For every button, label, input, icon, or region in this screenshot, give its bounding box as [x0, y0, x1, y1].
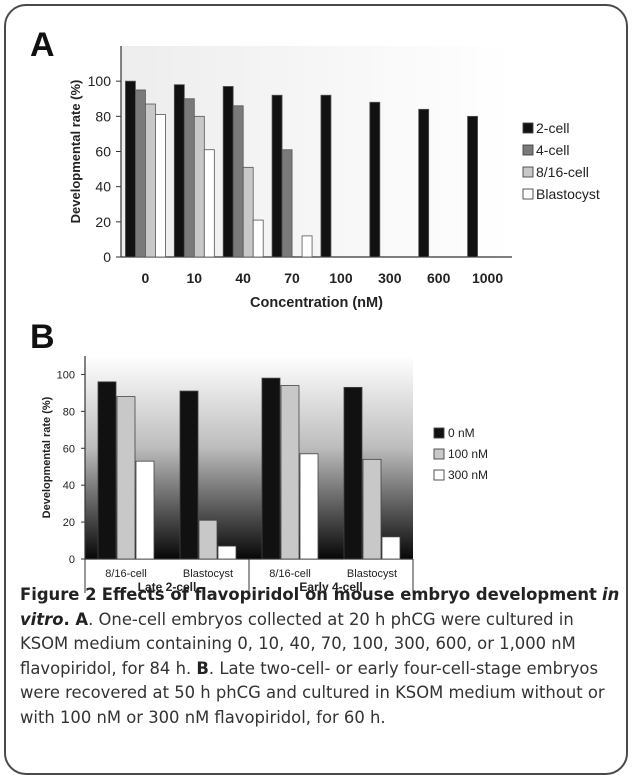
- legend-label-a: Blastocyst: [536, 186, 600, 202]
- legend-label-b: 0 nM: [448, 426, 475, 440]
- legend-swatch-a: [522, 122, 534, 134]
- y-tick-label-b: 80: [63, 406, 75, 418]
- bar-a-2-cell-600: [418, 108, 430, 258]
- bar-a-8-16-cell-40: [242, 166, 254, 258]
- bar-a-2-cell-300: [369, 101, 381, 258]
- x-tick-label-a: 40: [235, 270, 251, 286]
- y-tick-label-a: 80: [95, 108, 111, 124]
- bar-b-300-nm-2: [299, 453, 319, 560]
- y-tick-label-a: 40: [95, 179, 111, 195]
- y-tick-label-b: 100: [57, 369, 75, 381]
- legend-label-a: 4-cell: [536, 142, 569, 158]
- y-tick-label-a: 0: [103, 249, 111, 265]
- legend-swatch-a: [522, 166, 534, 178]
- y-axis-title-a: Developmental rate (%): [68, 80, 83, 224]
- bar-b-300-nm-1: [217, 545, 237, 560]
- y-tick-label-b: 20: [63, 517, 75, 529]
- x-tick-label-b: Blastocyst: [347, 568, 397, 580]
- legend-swatch-b: [433, 448, 445, 460]
- bar-a-blastocyst-70: [301, 235, 313, 258]
- bar-b-0-nm-2: [261, 377, 281, 560]
- legend-label-b: 300 nM: [448, 468, 488, 482]
- bar-b-100-nm-2: [280, 385, 300, 560]
- x-tick-label-a: 0: [142, 270, 150, 286]
- y-tick-label-a: 60: [95, 144, 111, 160]
- x-tick-label-b: 8/16-cell: [105, 568, 147, 580]
- y-tick-label-b: 60: [63, 443, 75, 455]
- x-tick-label-a: 70: [284, 270, 300, 286]
- legend-label-a: 2-cell: [536, 120, 569, 136]
- bar-b-300-nm-3: [381, 536, 401, 560]
- bar-a-blastocyst-0: [155, 114, 166, 258]
- panel-b-letter: B: [30, 318, 55, 356]
- bar-a-4-cell-0: [135, 89, 146, 258]
- bar-b-0-nm-1: [179, 390, 199, 560]
- caption-a-text: One-cell embryos collected at 20 h phCG …: [20, 609, 576, 678]
- bar-b-100-nm-1: [198, 519, 218, 560]
- caption-b-text: Late two-cell- or early four-cell-stage …: [20, 658, 605, 727]
- group-label-b: Early 4-cell: [299, 580, 362, 594]
- x-tick-label-a: 10: [187, 270, 203, 286]
- bar-b-100-nm-0: [116, 396, 136, 560]
- bar-a-4-cell-10: [183, 98, 195, 258]
- bar-a-4-cell-40: [232, 105, 244, 258]
- legend-swatch-a: [522, 144, 534, 156]
- bar-a-blastocyst-10: [203, 149, 215, 258]
- x-tick-label-a: 1000: [472, 270, 503, 286]
- y-tick-label-b: 0: [69, 554, 75, 566]
- legend-label-b: 100 nM: [448, 447, 488, 461]
- chart-b: 0 20 40 60 80 100 8/16-cell Blastocyst 8/16-cell…: [41, 356, 488, 594]
- bar-b-300-nm-0: [135, 460, 155, 560]
- legend-label-a: 8/16-cell: [536, 164, 589, 180]
- group-label-b: Late 2-cell: [138, 580, 197, 594]
- bar-a-8-16-cell-10: [193, 115, 205, 258]
- bar-a-2-cell-70: [271, 94, 283, 258]
- bar-a-2-cell-40: [222, 86, 234, 258]
- caption-b-ref: B: [196, 658, 209, 678]
- y-tick-label-b: 40: [63, 480, 75, 492]
- figure-caption: Figure 2 Effects of flavopiridol on mous…: [20, 585, 620, 727]
- panel-a-letter: A: [30, 26, 55, 64]
- caption-title-italic: in vitro: [20, 585, 620, 629]
- bar-a-2-cell-10: [173, 84, 185, 258]
- legend-swatch-a: [522, 188, 534, 200]
- bar-b-100-nm-3: [362, 458, 382, 560]
- x-tick-label-a: 600: [427, 270, 451, 286]
- y-tick-label-a: 100: [88, 73, 112, 89]
- bar-a-2-cell-1000: [467, 115, 478, 258]
- bar-a-2-cell-100: [320, 94, 332, 258]
- y-tick-label-a: 20: [95, 214, 111, 230]
- caption-a-ref: A: [75, 609, 89, 629]
- x-tick-label-b: Blastocyst: [183, 568, 233, 580]
- bar-b-0-nm-3: [343, 386, 363, 560]
- x-tick-label-b: 8/16-cell: [269, 568, 311, 580]
- x-axis-title-a: Concentration (nM): [250, 295, 383, 311]
- bar-a-2-cell-0: [125, 80, 136, 258]
- caption-title: Effects of flavopiridol on mouse embryo …: [101, 585, 597, 604]
- caption-label: Figure 2: [20, 585, 97, 604]
- legend-swatch-b: [433, 469, 445, 481]
- x-tick-label-a: 300: [378, 270, 402, 286]
- x-tick-label-a: 100: [329, 270, 353, 286]
- legend-swatch-b: [433, 427, 445, 439]
- bar-a-blastocyst-40: [252, 219, 264, 258]
- bar-a-8-16-cell-0: [145, 103, 156, 258]
- y-axis-title-b: Developmental rate (%): [41, 396, 53, 518]
- bar-b-0-nm-0: [97, 381, 117, 560]
- bar-a-4-cell-70: [281, 149, 293, 258]
